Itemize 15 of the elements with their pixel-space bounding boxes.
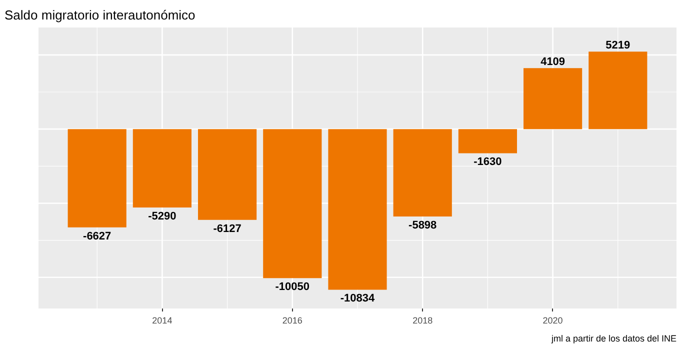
text: jml a partir de los datos del INE: [550, 334, 677, 344]
data-label: -5898: [408, 220, 437, 232]
data-label: 5219: [606, 40, 630, 52]
data-label: -6127: [213, 222, 242, 235]
x-tick-label: 2016: [282, 316, 302, 326]
data-label: -6627: [83, 230, 112, 242]
data-label: -1630: [474, 156, 502, 168]
chart-title: Saldo migratorio interautonómico: [4, 8, 196, 22]
data-label: -5290: [148, 210, 176, 223]
data-label: 4109: [540, 56, 566, 68]
x-tick-label: 2018: [412, 316, 433, 326]
data-label: -10834: [340, 292, 376, 305]
x-tick-label: 2020: [542, 316, 563, 326]
data-label: -10050: [275, 281, 310, 294]
x-tick-label: 2014: [152, 316, 172, 326]
